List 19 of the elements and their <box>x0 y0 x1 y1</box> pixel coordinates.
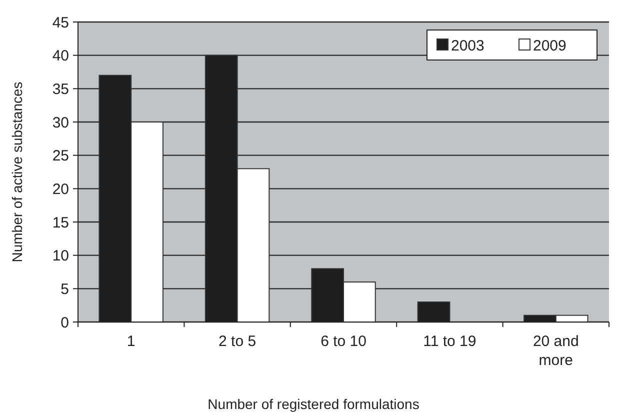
legend-label: 2009 <box>533 37 566 54</box>
y-axis-title: Number of active substances <box>9 82 25 262</box>
y-tick-label: 20 <box>52 180 69 198</box>
y-tick-label: 0 <box>60 314 69 332</box>
x-tick-label: 1 <box>126 333 136 350</box>
y-tick-label: 15 <box>52 214 69 232</box>
x-tick-label: 2 to 5 <box>218 333 256 350</box>
legend-label: 2003 <box>451 37 484 54</box>
y-tick-label: 30 <box>52 114 69 132</box>
x-tick-label: 20 and more <box>532 333 579 369</box>
x-tick-label: 11 to 19 <box>423 333 476 350</box>
y-tick-label: 5 <box>60 280 69 298</box>
y-tick-label: 10 <box>52 248 69 265</box>
y-tick-label: 35 <box>52 80 69 98</box>
x-axis-title: Number of registered formulations <box>208 396 420 412</box>
y-tick-label: 40 <box>52 48 69 65</box>
y-tick-label: 25 <box>52 148 69 165</box>
y-tick-label: 45 <box>52 14 69 32</box>
x-tick-label: 6 to 10 <box>320 333 366 350</box>
